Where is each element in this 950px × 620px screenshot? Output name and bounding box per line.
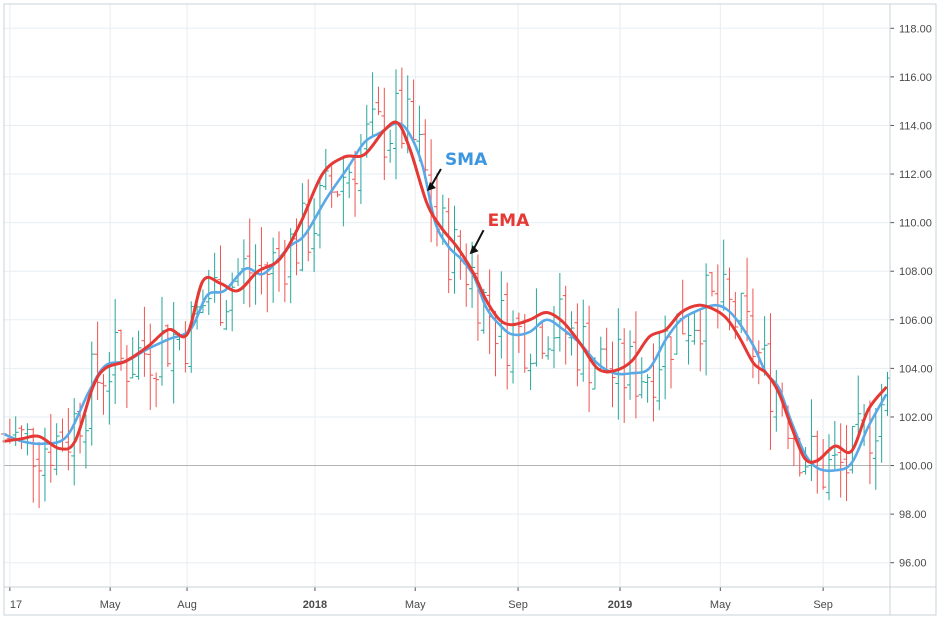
y-tick-label: 116.00 [899, 72, 932, 84]
y-axis-frame [889, 3, 937, 616]
x-tick-label: 2018 [303, 599, 327, 611]
x-tick-label: 2019 [608, 599, 632, 611]
x-tick-label: May [710, 599, 731, 611]
grid [4, 4, 890, 587]
x-tick-label: 17 [10, 599, 22, 611]
y-tick-label: 100.00 [899, 461, 933, 473]
y-tick-label: 108.00 [899, 266, 933, 278]
y-tick-label: 114.00 [899, 120, 932, 132]
axes: 96.00 98.00 100.00 102.00 104.00 106.00 108.00… [3, 3, 937, 616]
y-tick-label: 106.00 [899, 315, 933, 327]
y-tick-label: 112.00 [899, 169, 932, 181]
y-tick-label: 104.00 [899, 363, 933, 375]
annotation-label-ema: EMA [488, 211, 531, 231]
x-tick-label: Sep [813, 599, 833, 611]
annotations: SMA EMA [426, 150, 531, 255]
x-tick-label: Sep [508, 599, 528, 611]
y-tick-label: 110.00 [899, 218, 932, 230]
x-tick-label: May [100, 599, 121, 611]
annotation-arrow-head [469, 245, 479, 255]
y-tick-label: 96.00 [899, 558, 927, 570]
y-tick-label: 118.00 [899, 23, 932, 35]
x-tick-label: Aug [177, 599, 197, 611]
y-tick-label: 98.00 [899, 509, 927, 521]
x-tick-label: May [405, 599, 426, 611]
y-tick-label: 102.00 [899, 412, 933, 424]
moving-average-lines [2, 120, 888, 473]
annotation-label-sma: SMA [445, 150, 488, 170]
annotation-arrow-head [426, 182, 436, 192]
ema-line [2, 120, 888, 464]
